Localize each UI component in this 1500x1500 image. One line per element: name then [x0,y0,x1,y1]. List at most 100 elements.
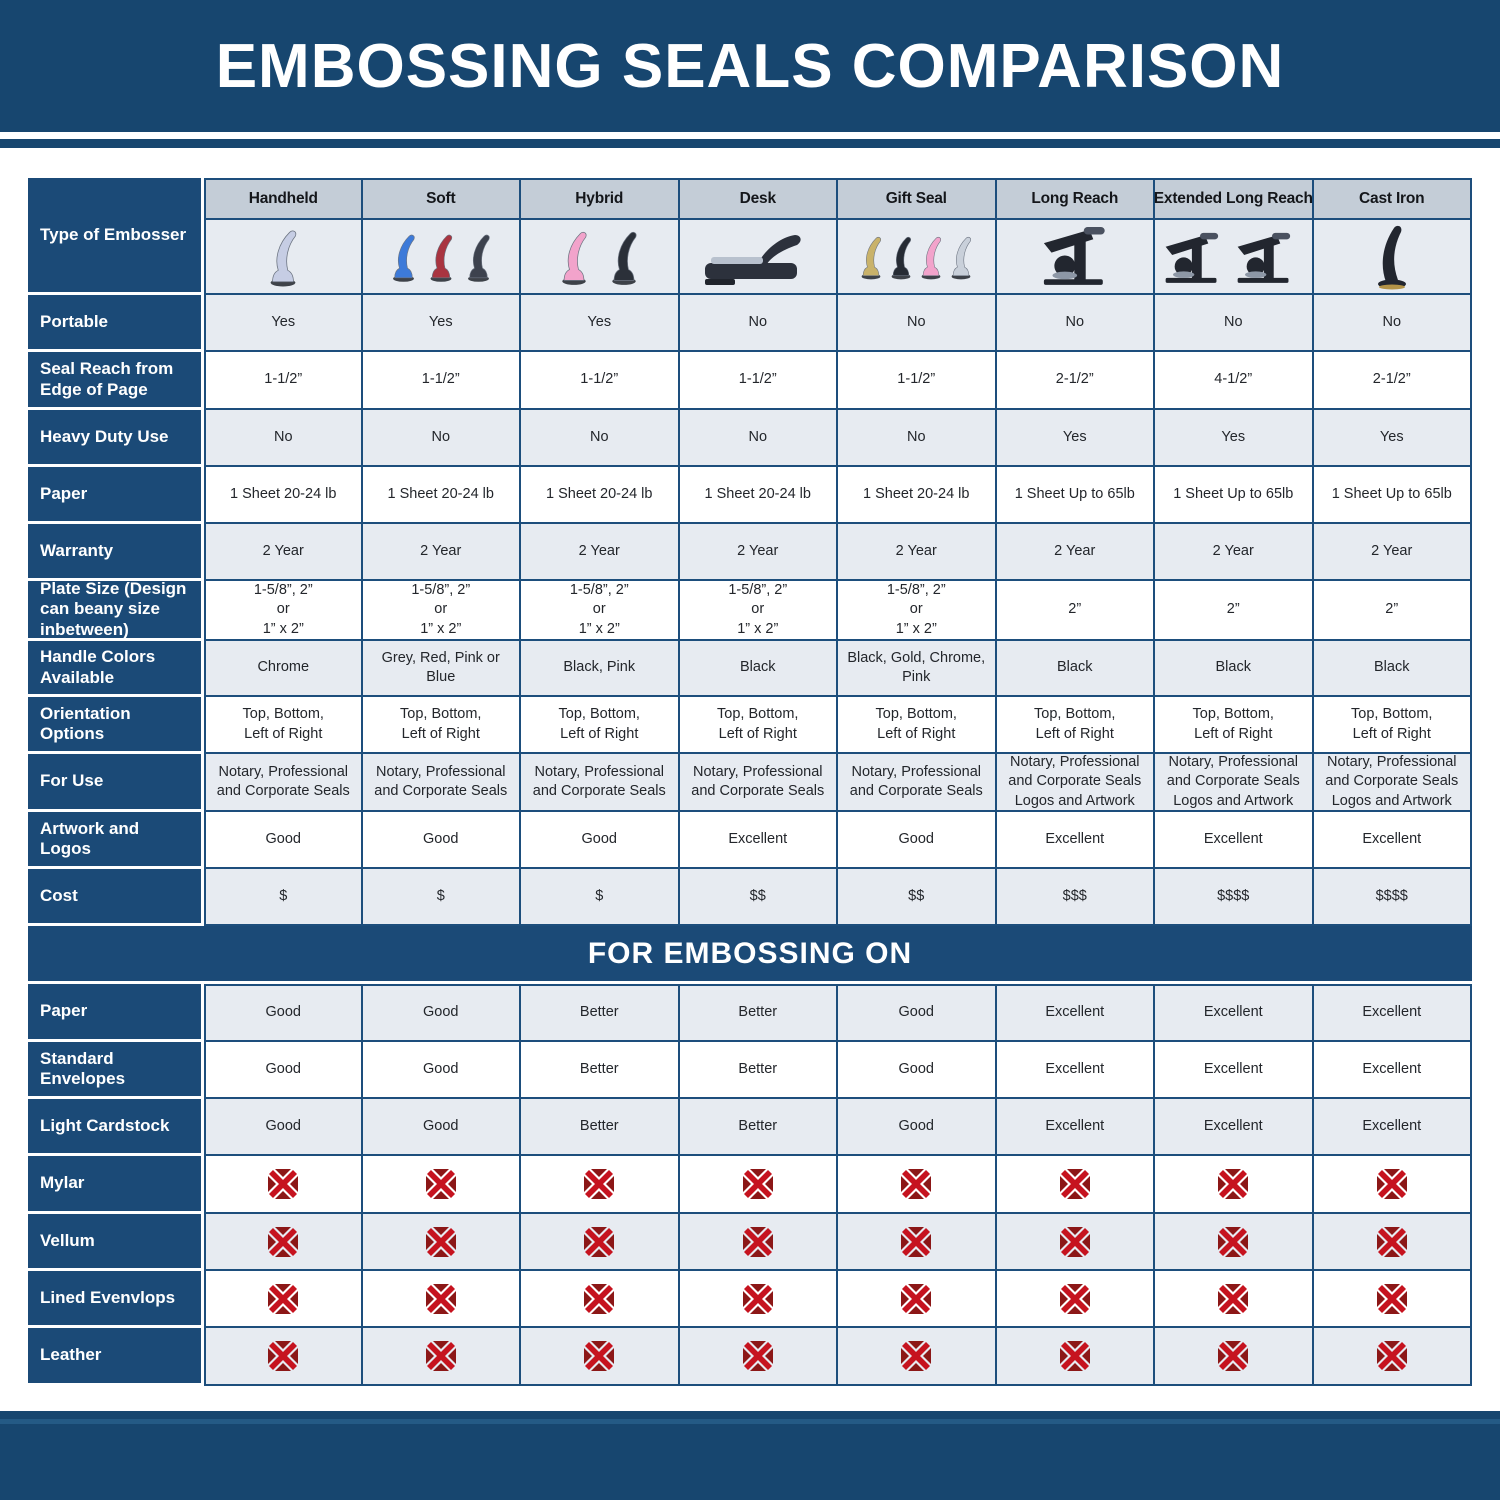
value-cell: Yes [521,295,680,352]
not-suitable-x-icon [268,1169,299,1199]
row-label-leather: Leather [28,1328,204,1386]
not-suitable-x-icon [1376,1341,1407,1371]
value-cell: Excellent [1155,1042,1314,1099]
value-cell [362,1328,521,1386]
value-cell: $ [204,869,363,926]
not-suitable-x-icon [584,1283,615,1314]
value-cell: Notary, Professional and Corporate Seals [521,754,680,812]
not-suitable-x-icon [1059,1226,1090,1257]
type-of-embosser-cell-long-reach [996,220,1155,295]
type-of-embosser-cell-soft [362,220,521,295]
value-cell [362,1271,521,1328]
value-cell [996,1328,1155,1386]
value-cell: 1-1/2” [362,352,521,410]
pre-table-gap [0,148,1500,178]
footer-divider-line [0,1411,1500,1419]
value-cell [1155,1156,1314,1214]
value-cell: 1-1/2” [204,352,363,410]
value-cell [1313,1156,1472,1214]
type-of-embosser-cell-hybrid [521,220,680,295]
value-cell: Top, Bottom, Left of Right [521,697,680,754]
section-title-band: FOR EMBOSSING ON [28,926,1472,984]
row-label-for-use: For Use [28,754,204,812]
value-cell: Notary, Professional and Corporate Seals… [1313,754,1472,812]
row-label-orientation-options: Orientation Options [28,697,204,754]
value-cell: Excellent [1313,1042,1472,1099]
value-cell: 4-1/2” [1155,352,1314,410]
value-cell: Black [679,641,838,697]
value-cell: Excellent [1313,984,1472,1042]
value-cell: 1-5/8”, 2” or 1” x 2” [204,581,363,641]
value-cell: Grey, Red, Pink or Blue [362,641,521,697]
not-suitable-x-icon [742,1226,773,1257]
value-cell: 2 Year [838,524,997,581]
value-cell: Good [204,1042,363,1099]
not-suitable-x-icon [901,1226,932,1257]
value-cell: Excellent [1313,1099,1472,1156]
value-cell: Notary, Professional and Corporate Seals [679,754,838,812]
value-cell: Good [838,812,997,869]
value-cell: 1 Sheet 20-24 lb [838,467,997,524]
not-suitable-x-icon [584,1341,615,1371]
value-cell [1155,1271,1314,1328]
not-suitable-x-icon [1218,1169,1249,1199]
not-suitable-x-icon [1218,1341,1249,1371]
value-cell: Excellent [1155,984,1314,1042]
value-cell: $$$$ [1313,869,1472,926]
row-label-paper: Paper [28,467,204,524]
value-cell: 1-5/8”, 2” or 1” x 2” [679,581,838,641]
value-cell: 2 Year [362,524,521,581]
value-cell: $$ [679,869,838,926]
value-cell: Excellent [1155,812,1314,869]
type-of-embosser-cell-cast-iron [1313,220,1472,295]
value-cell: 2-1/2” [1313,352,1472,410]
value-cell: Yes [362,295,521,352]
type-of-embosser-cell-desk [679,220,838,295]
value-cell [838,1271,997,1328]
not-suitable-x-icon [901,1169,932,1199]
value-cell: Excellent [1313,812,1472,869]
value-cell: 1-5/8”, 2” or 1” x 2” [362,581,521,641]
value-cell: No [996,295,1155,352]
column-header-gift-seal: Gift Seal [838,178,997,220]
value-cell [838,1156,997,1214]
value-cell: No [838,295,997,352]
value-cell: Yes [1313,410,1472,467]
cast-iron-embosser-image [1377,225,1406,289]
value-cell: No [521,410,680,467]
hybrid-embosser-image [562,231,637,285]
not-suitable-x-icon [268,1226,299,1257]
extended-long-reach-embosser-image [1165,232,1291,283]
value-cell: 2 Year [996,524,1155,581]
value-cell [679,1271,838,1328]
value-cell [838,1328,997,1386]
not-suitable-x-icon [901,1341,932,1371]
value-cell: Excellent [679,812,838,869]
not-suitable-x-icon [742,1283,773,1314]
value-cell: Better [521,1042,680,1099]
value-cell: Top, Bottom, Left of Right [679,697,838,754]
value-cell: Excellent [996,812,1155,869]
value-cell: Good [838,1042,997,1099]
value-cell: Yes [1155,410,1314,467]
page-title: EMBOSSING SEALS COMPARISON [215,31,1285,101]
not-suitable-x-icon [742,1341,773,1371]
column-header-hybrid: Hybrid [521,178,680,220]
soft-embosser-image [392,234,490,282]
value-cell: Good [204,1099,363,1156]
value-cell: No [679,410,838,467]
not-suitable-x-icon [1218,1226,1249,1257]
row-label-artwork-and-logos: Artwork and Logos [28,812,204,869]
value-cell: 1 Sheet Up to 65lb [1313,467,1472,524]
value-cell: 1 Sheet 20-24 lb [204,467,363,524]
row-label-cost: Cost [28,869,204,926]
corner-label: Type of Embosser [28,178,204,295]
value-cell [679,1328,838,1386]
value-cell: Good [362,1042,521,1099]
value-cell: Notary, Professional and Corporate Seals [362,754,521,812]
not-suitable-x-icon [1059,1283,1090,1314]
desk-embosser-image [704,234,801,285]
not-suitable-x-icon [1376,1283,1407,1314]
gift-seal-embosser-image [861,236,972,279]
value-cell [1155,1328,1314,1386]
